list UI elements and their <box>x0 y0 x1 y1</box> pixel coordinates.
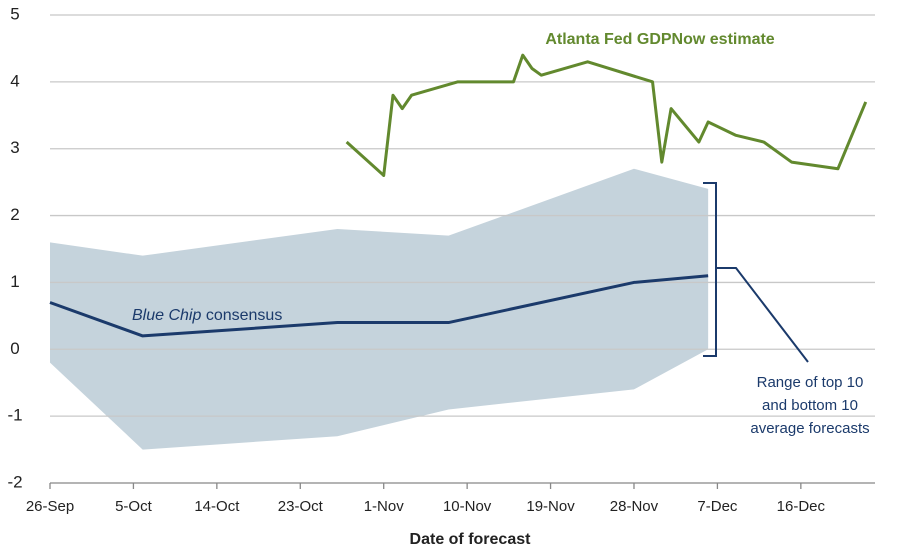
y-tick-label: -1 <box>7 406 22 425</box>
range-label: average forecasts <box>750 420 869 437</box>
y-tick-label: 5 <box>10 4 19 23</box>
plot-layer: -2 -1 0 1 2 3 4 5 26-Sep 5-Oct 14-Oct 23-Oct 1-Nov 10… <box>7 4 875 515</box>
consensus-label-part: consensus <box>206 307 283 324</box>
x-tick-label: 19-Nov <box>526 498 575 515</box>
y-tick-label: 1 <box>10 272 19 291</box>
x-tick-label: 1-Nov <box>364 498 405 515</box>
range-band <box>50 168 709 450</box>
y-tick-label: 2 <box>10 205 19 224</box>
x-tick-label: 5-Oct <box>115 498 153 515</box>
y-tick-label: -2 <box>7 472 22 491</box>
y-tick-label: 3 <box>10 138 19 157</box>
y-tick-label: 0 <box>10 339 19 358</box>
x-tick-label: 14-Oct <box>194 498 240 515</box>
x-tick-label: 28-Nov <box>610 498 659 515</box>
x-tick-label: 16-Dec <box>777 498 826 515</box>
x-tick-label: 26-Sep <box>26 498 74 515</box>
range-label: and bottom 10 <box>762 397 858 414</box>
gdpnow-label: Atlanta Fed GDPNow estimate <box>545 31 774 48</box>
range-label: Range of top 10 <box>757 374 864 391</box>
series-line <box>345 53 868 177</box>
y-tick-label: 4 <box>10 71 19 90</box>
x-tick-label: 7-Dec <box>697 498 738 515</box>
x-tick-label: 23-Oct <box>278 498 324 515</box>
series-line <box>49 274 709 338</box>
consensus-label: Blue Chip consensus <box>132 307 282 324</box>
x-axis-label: Date of forecast <box>410 531 532 548</box>
range-bracket <box>703 182 809 363</box>
consensus-label-part: Blue Chip <box>132 307 201 324</box>
x-tick-label: 10-Nov <box>443 498 492 515</box>
